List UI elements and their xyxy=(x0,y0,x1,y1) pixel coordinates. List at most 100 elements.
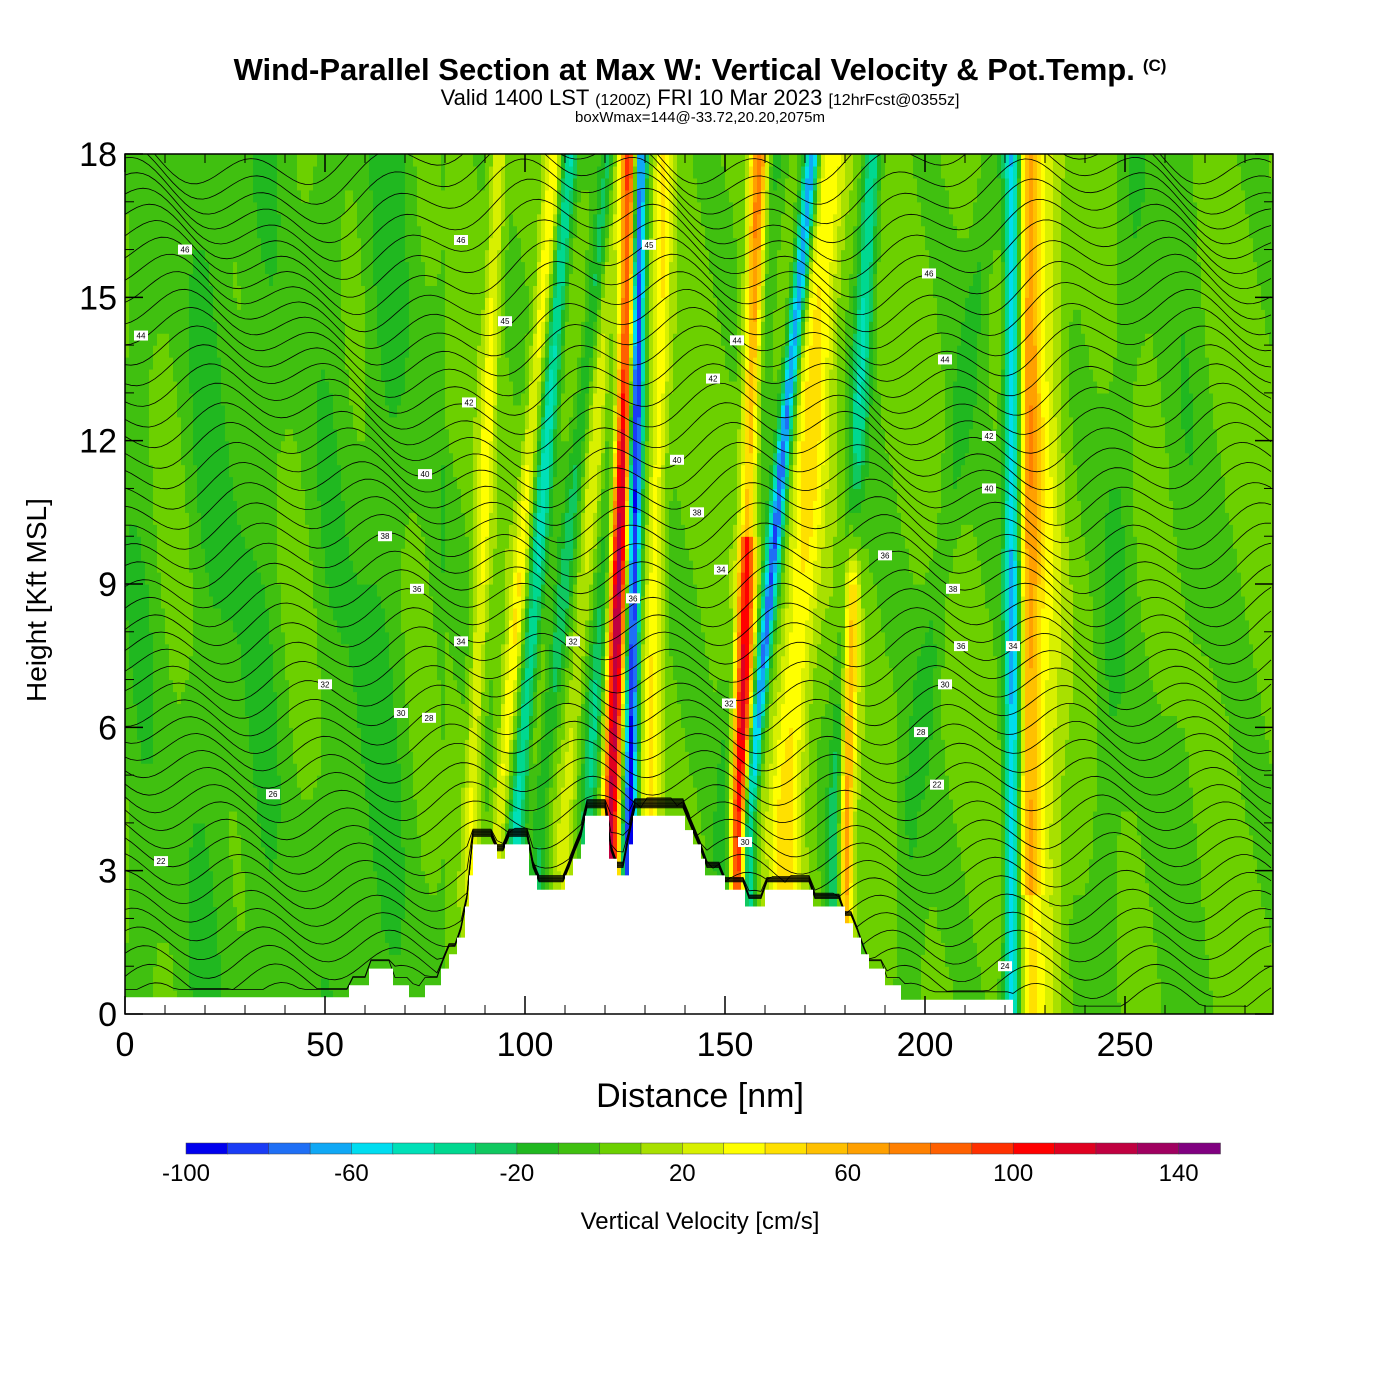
velocity-cell xyxy=(1089,369,1094,597)
velocity-cell xyxy=(781,524,786,537)
theta-label-text: 32 xyxy=(725,699,734,708)
theta-contour xyxy=(125,532,1272,595)
velocity-cell xyxy=(757,763,762,776)
velocity-cell xyxy=(745,799,750,824)
velocity-cell xyxy=(753,787,758,800)
velocity-cell xyxy=(861,500,866,549)
velocity-cell xyxy=(585,488,590,573)
velocity-cell xyxy=(633,369,638,406)
velocity-cell xyxy=(229,858,234,1014)
velocity-cell xyxy=(505,154,510,251)
theta-contour xyxy=(125,775,1272,824)
velocity-cell xyxy=(589,584,594,621)
velocity-cell xyxy=(361,584,366,764)
velocity-cell xyxy=(549,345,554,370)
theta-label-text: 36 xyxy=(413,585,422,594)
velocity-cell xyxy=(613,751,618,788)
velocity-cell xyxy=(537,572,542,597)
velocity-cell xyxy=(185,512,190,681)
velocity-cell xyxy=(157,942,162,1014)
velocity-cell xyxy=(281,631,286,1014)
velocity-cell xyxy=(785,667,790,740)
velocity-cell xyxy=(173,380,178,693)
velocity-cell xyxy=(845,667,850,716)
colorbar-swatch xyxy=(516,1142,559,1155)
velocity-cell xyxy=(941,667,946,740)
velocity-cell xyxy=(269,285,274,645)
velocity-cell xyxy=(801,285,806,298)
velocity-cell xyxy=(813,213,818,227)
velocity-cell xyxy=(445,154,450,430)
colorbar-swatch xyxy=(971,1142,1014,1155)
velocity-cell xyxy=(765,703,770,728)
velocity-cell xyxy=(1201,154,1206,310)
velocity-cell xyxy=(373,870,378,1014)
velocity-cell xyxy=(661,464,666,884)
velocity-cell xyxy=(785,607,790,669)
velocity-cell xyxy=(741,464,746,525)
velocity-cell xyxy=(489,679,494,776)
velocity-cell xyxy=(605,631,610,657)
velocity-cell xyxy=(521,500,526,585)
velocity-cell xyxy=(1225,512,1230,716)
velocity-cell xyxy=(629,524,634,561)
velocity-cell xyxy=(789,154,794,263)
velocity-cell xyxy=(889,667,894,1014)
velocity-cell xyxy=(537,261,542,310)
velocity-cell xyxy=(325,584,330,979)
velocity-cell xyxy=(333,619,338,1014)
velocity-cell xyxy=(1133,154,1138,239)
velocity-cell xyxy=(857,404,862,466)
velocity-cell xyxy=(781,357,786,382)
velocity-cell xyxy=(933,154,938,298)
velocity-cell xyxy=(197,822,202,1014)
velocity-cell xyxy=(1165,154,1170,454)
velocity-cell xyxy=(237,154,242,286)
velocity-cell xyxy=(1181,595,1186,728)
velocity-cell xyxy=(761,380,766,561)
velocity-cell xyxy=(573,584,578,633)
velocity-cell xyxy=(989,273,994,418)
velocity-cell xyxy=(857,799,862,1014)
velocity-cell xyxy=(633,154,638,167)
velocity-cell xyxy=(573,154,578,179)
velocity-cell xyxy=(537,357,542,382)
velocity-cell xyxy=(725,369,730,681)
velocity-cell xyxy=(545,357,550,370)
theta-contour xyxy=(125,702,1272,754)
velocity-cell xyxy=(129,524,134,669)
velocity-cell xyxy=(849,345,854,513)
theta-label: 36 xyxy=(878,550,892,561)
velocity-cell xyxy=(537,643,542,681)
velocity-cell xyxy=(561,548,566,645)
velocity-cell xyxy=(1073,464,1078,896)
velocity-cell xyxy=(761,667,766,693)
velocity-cell xyxy=(745,177,750,286)
velocity-cell xyxy=(577,500,582,537)
theta-label-bg xyxy=(730,335,744,346)
velocity-cell xyxy=(549,536,554,645)
velocity-cell xyxy=(769,667,774,681)
velocity-cell xyxy=(765,560,770,573)
velocity-cell xyxy=(1113,154,1118,358)
velocity-cell xyxy=(601,691,606,716)
velocity-cell xyxy=(801,309,806,322)
velocity-cell xyxy=(1133,810,1138,1014)
theta-label-text: 40 xyxy=(985,484,994,493)
velocity-cell xyxy=(1241,154,1246,191)
velocity-cell xyxy=(609,536,614,561)
velocity-cell xyxy=(1245,154,1250,215)
velocity-cell xyxy=(997,392,1002,740)
velocity-cell xyxy=(1145,882,1150,1014)
velocity-cell xyxy=(213,321,218,609)
velocity-cell xyxy=(605,751,610,776)
velocity-cell xyxy=(541,380,546,394)
velocity-cell xyxy=(345,643,350,1014)
velocity-cell xyxy=(633,261,638,286)
velocity-cell xyxy=(769,548,774,573)
theta-contour xyxy=(125,626,1272,683)
velocity-cell xyxy=(873,225,878,275)
velocity-cell xyxy=(581,512,586,657)
velocity-cell xyxy=(641,548,646,597)
velocity-cell xyxy=(537,309,542,358)
